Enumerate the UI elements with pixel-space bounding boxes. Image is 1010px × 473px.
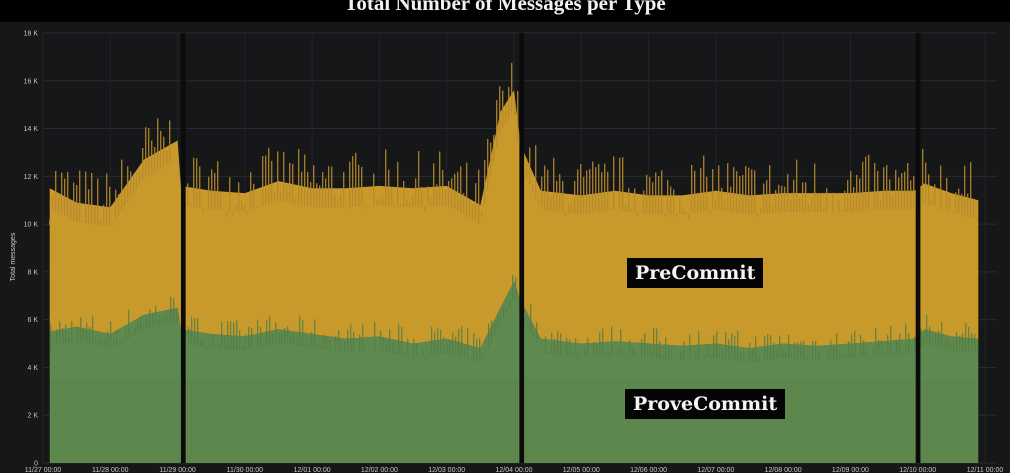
annotation-precommit: PreCommit bbox=[627, 258, 764, 288]
x-tick-labels: 11/27 00:00 11/28 00:00 11/29 00:00 11/30 0… bbox=[25, 467, 1004, 473]
x-tick-label: 12/05 00:00 bbox=[563, 467, 600, 473]
x-tick-label: 12/08 00:00 bbox=[765, 467, 802, 473]
y-tick-label: 2 K bbox=[27, 413, 38, 420]
x-tick-label: 12/04 00:00 bbox=[496, 467, 533, 473]
x-tick-label: 11/30 00:00 bbox=[227, 467, 264, 473]
y-tick-label: 12 K bbox=[24, 174, 39, 181]
x-tick-label: 12/03 00:00 bbox=[428, 467, 465, 473]
data-gap bbox=[519, 33, 525, 463]
x-tick-label: 11/27 00:00 bbox=[25, 467, 62, 473]
y-tick-label: 14 K bbox=[24, 126, 39, 133]
x-tick-label: 12/11 00:00 bbox=[967, 467, 1004, 473]
x-tick-label: 12/07 00:00 bbox=[697, 467, 734, 473]
x-tick-label: 12/01 00:00 bbox=[294, 467, 331, 473]
y-tick-label: 8 K bbox=[27, 269, 38, 276]
x-tick-label: 12/10 00:00 bbox=[899, 467, 936, 473]
y-tick-label: 0 bbox=[34, 461, 38, 468]
x-tick-label: 12/06 00:00 bbox=[630, 467, 667, 473]
y-tick-label: 18 K bbox=[24, 31, 39, 38]
y-tick-label: 4 K bbox=[27, 365, 38, 372]
chart-panel: 0 2 K 4 K 6 K 8 K 10 K 12 K 14 K 16 K 18 K 11/27 … bbox=[0, 22, 1010, 473]
x-tick-label: 11/29 00:00 bbox=[159, 467, 196, 473]
y-axis-label: Total messages bbox=[10, 232, 17, 281]
y-tick-label: 16 K bbox=[24, 78, 39, 85]
y-tick-label: 10 K bbox=[24, 222, 39, 229]
chart-title: Total Number of Messages per Type bbox=[344, 0, 666, 15]
series-spikes bbox=[49, 62, 979, 463]
stacked-area-chart: 0 2 K 4 K 6 K 8 K 10 K 12 K 14 K 16 K 18 K 11/27 … bbox=[10, 31, 1004, 473]
y-tick-labels: 0 2 K 4 K 6 K 8 K 10 K 12 K 14 K 16 K 18 K bbox=[24, 31, 39, 468]
data-gap bbox=[915, 33, 921, 463]
x-tick-label: 11/28 00:00 bbox=[92, 467, 129, 473]
annotation-provecommit: ProveCommit bbox=[625, 389, 786, 419]
data-gaps bbox=[180, 33, 921, 463]
x-tick-label: 12/09 00:00 bbox=[832, 467, 869, 473]
data-gap bbox=[180, 33, 186, 463]
y-tick-label: 6 K bbox=[27, 317, 38, 324]
x-tick-label: 12/02 00:00 bbox=[361, 467, 398, 473]
